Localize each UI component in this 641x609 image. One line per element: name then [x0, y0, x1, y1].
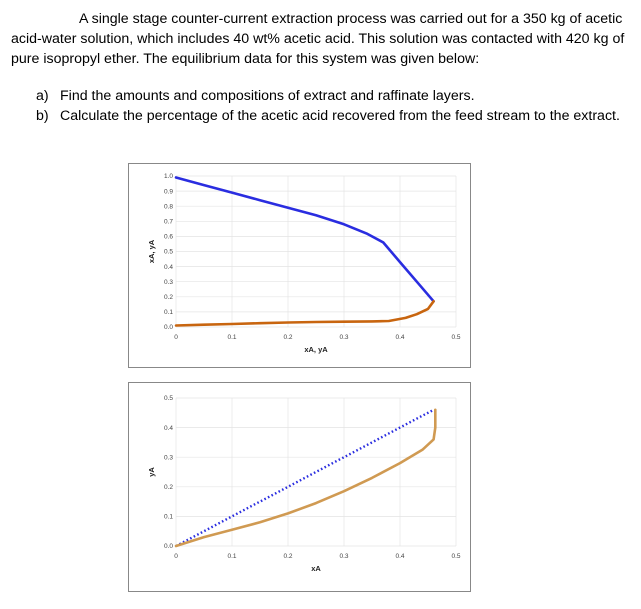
chart1-y-tick-label: 0.9 — [164, 188, 173, 195]
chart2-y-tick-label: 0.1 — [164, 514, 173, 521]
chart2-y-tick-label: 0.2 — [164, 484, 173, 491]
question-list: a) Find the amounts and compositions of … — [36, 87, 626, 126]
chart2-diagonal-line — [175, 408, 435, 548]
chart1-x-tick-label: 0.3 — [339, 334, 348, 341]
chart2-x-tick-label: 0.3 — [339, 553, 348, 560]
chart2-y-tick-label: 0.3 — [164, 454, 173, 461]
chart1-y-tick-label: 0.4 — [164, 264, 173, 271]
question-a-label: a) — [36, 88, 49, 104]
chart1-x-axis-label: xA, yA — [304, 345, 328, 354]
chart2-y-tick-label: 0.5 — [164, 395, 173, 402]
chart1-x-tick-label: 0.2 — [283, 334, 292, 341]
question-b-label: b) — [36, 107, 49, 124]
chart2-x-tick-label: 0.1 — [227, 553, 236, 560]
chart1-y-tick-label: 0.6 — [164, 234, 173, 241]
question-b: b) Calculate the percentage of the aceti… — [36, 107, 626, 127]
chart1-y-tick-label: 0.2 — [164, 294, 173, 301]
chart1-y-tick-label: 0.3 — [164, 279, 173, 286]
chart2-x-tick-label: 0.5 — [451, 553, 460, 560]
chart2-equilibrium-line — [174, 408, 437, 548]
chart1-y-tick-label: 1.0 — [164, 173, 173, 180]
chart1-y-tick-label: 0.7 — [164, 219, 173, 226]
chart1-x-tick-label: 0.4 — [395, 334, 404, 341]
distribution-chart: 0.0 0.1 0.2 0.3 0.4 0.5 0 0.1 0.2 0.3 0.4 0.5 xA yA — [128, 382, 471, 592]
chart2-x-tick-label: 0.2 — [283, 553, 292, 560]
question-b-text: Calculate the percentage of the acetic a… — [60, 107, 620, 124]
chart2-x-tick-label: 0.4 — [395, 553, 404, 560]
question-a-text: Find the amounts and compositions of ext… — [60, 88, 475, 104]
ternary-equilibrium-svg: 0.0 0.1 0.2 0.3 0.4 0.5 0.6 0.7 0.8 0.9 1.0 0 0.1 0.2… — [147, 173, 461, 354]
chart2-x-axis-label: xA — [311, 564, 321, 573]
chart1-y-axis-label: xA, yA — [147, 239, 156, 263]
chart1-y-tick-label: 0.5 — [164, 249, 173, 256]
distribution-svg: 0.0 0.1 0.2 0.3 0.4 0.5 0 0.1 0.2 0.3 0.4 0.5 xA yA — [147, 395, 461, 573]
ternary-equilibrium-chart: 0.0 0.1 0.2 0.3 0.4 0.5 0.6 0.7 0.8 0.9 1.0 0 0.1 0.2… — [128, 163, 471, 368]
chart1-extract-line — [174, 176, 435, 303]
chart1-x-tick-label: 0 — [174, 334, 178, 341]
problem-paragraph: A single stage counter-current extractio… — [11, 11, 625, 67]
chart1-raffinate-line — [174, 300, 435, 327]
question-a: a) Find the amounts and compositions of … — [36, 87, 626, 107]
chart1-y-tick-label: 0.0 — [164, 324, 173, 331]
chart1-y-tick-label: 0.8 — [164, 203, 173, 210]
chart2-y-axis-label: yA — [147, 467, 156, 477]
chart1-y-tick-label: 0.1 — [164, 309, 173, 316]
chart2-y-tick-label: 0.0 — [164, 543, 173, 550]
chart1-x-tick-label: 0.1 — [227, 334, 236, 341]
problem-statement: A single stage counter-current extractio… — [11, 9, 633, 69]
chart1-x-tick-label: 0.5 — [451, 334, 460, 341]
chart2-x-tick-label: 0 — [174, 553, 178, 560]
chart2-y-tick-label: 0.4 — [164, 425, 173, 432]
